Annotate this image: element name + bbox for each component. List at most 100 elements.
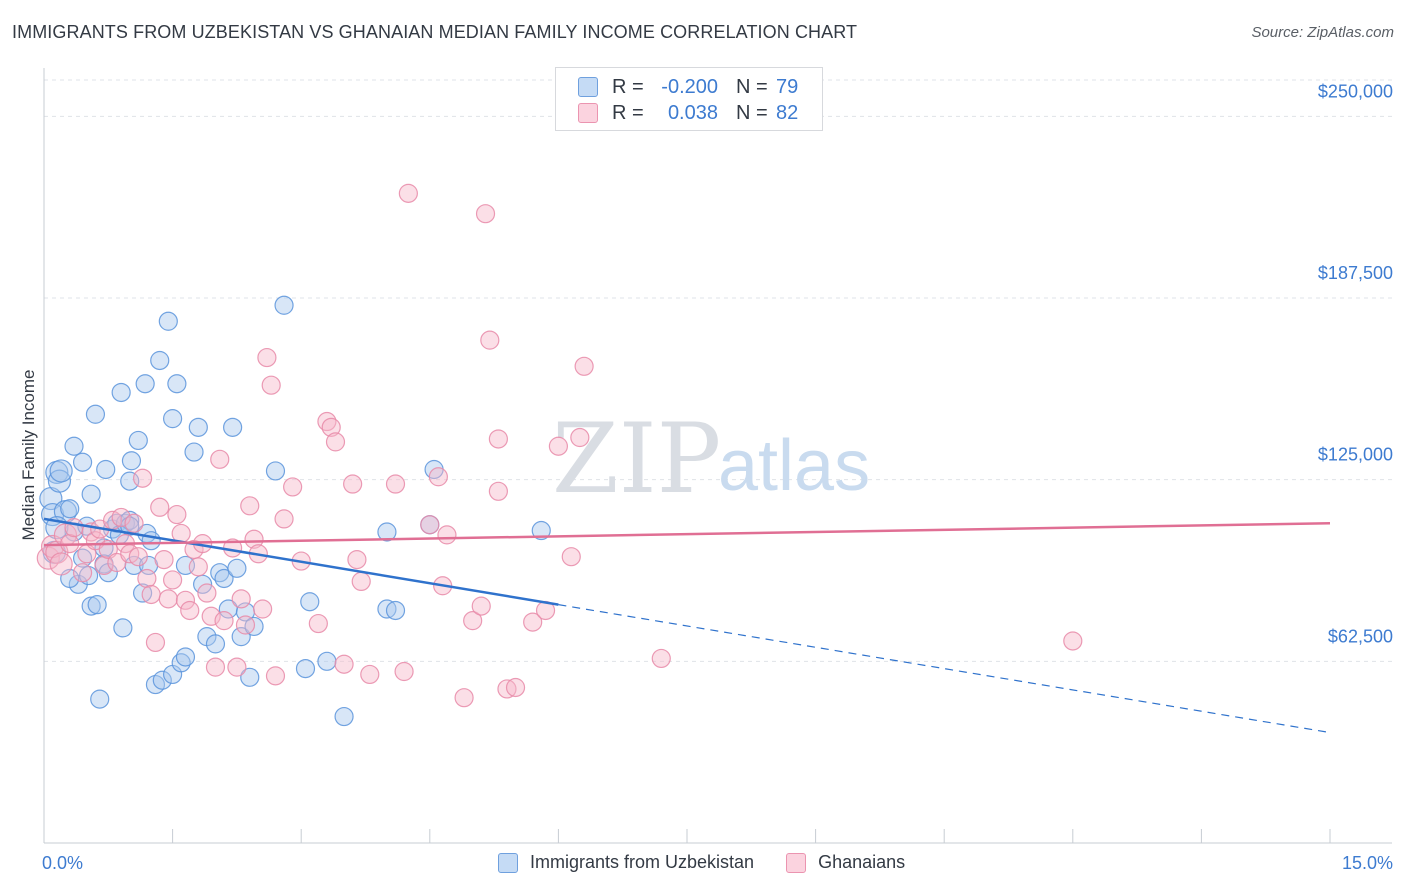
- point-ghanaians-66: [398, 183, 418, 203]
- trend-lines: [43, 517, 1331, 734]
- point-ghanaians-22: [137, 568, 157, 589]
- point-uzbekistan-48: [184, 442, 204, 462]
- point-uzbekistan-40: [152, 670, 172, 690]
- point-uzbekistan-7: [60, 499, 80, 519]
- point-ghanaians-80: [523, 612, 543, 632]
- point-ghanaians-28: [163, 570, 183, 590]
- point-uzbekistan-65: [300, 592, 320, 612]
- trend-line-uzbekistan-extrapolated: [558, 604, 1331, 734]
- chart-title: IMMIGRANTS FROM UZBEKISTAN VS GHANAIAN M…: [12, 22, 858, 42]
- point-ghanaians-64: [385, 474, 406, 494]
- point-ghanaians-84: [570, 427, 590, 448]
- point-uzbekistan-8: [64, 436, 84, 456]
- point-ghanaians-46: [244, 529, 264, 549]
- legend-r-value: 0.038: [667, 101, 718, 124]
- legend-row-uzbekistan: R = -0.200 N = 79: [578, 75, 798, 99]
- point-ghanaians-87: [1063, 631, 1083, 651]
- series-legend-ghanaians[interactable]: Ghanaians: [786, 852, 905, 873]
- point-uzbekistan-62: [265, 461, 286, 481]
- point-uzbekistan-39: [150, 350, 170, 371]
- y-tick-label-2: $187,500: [1318, 263, 1393, 283]
- x-tick-label-min: 0.0%: [42, 853, 83, 873]
- point-ghanaians-32: [180, 600, 200, 621]
- point-uzbekistan-68: [377, 522, 397, 542]
- y-tick-label-1: $125,000: [1318, 445, 1393, 465]
- point-ghanaians-53: [283, 477, 303, 497]
- point-uzbekistan-4: [47, 469, 72, 493]
- point-ghanaians-73: [471, 596, 491, 616]
- point-ghanaians-42: [227, 657, 247, 677]
- point-ghanaians-39: [210, 449, 230, 469]
- point-ghanaians-31: [175, 590, 196, 610]
- point-ghanaians-43: [231, 589, 251, 609]
- series-legend: Immigrants from Uzbekistan Ghanaians: [498, 852, 937, 873]
- series-swatch-ghanaians: [786, 852, 807, 873]
- point-uzbekistan-20: [96, 459, 116, 480]
- point-ghanaians-72: [463, 611, 483, 631]
- point-uzbekistan-52: [205, 634, 226, 654]
- point-ghanaians-19: [124, 513, 144, 533]
- point-ghanaians-60: [343, 474, 363, 494]
- point-ghanaians-63: [360, 664, 380, 685]
- point-ghanaians-55: [308, 613, 328, 634]
- point-uzbekistan-42: [163, 409, 183, 429]
- legend-swatch-uzbekistan: [578, 77, 598, 97]
- point-ghanaians-37: [201, 606, 221, 626]
- point-ghanaians-74: [475, 204, 496, 224]
- y-axis-label: Median Family Income: [19, 369, 38, 540]
- trend-line-ghanaians: [43, 522, 1331, 547]
- point-uzbekistan-37: [141, 531, 161, 551]
- point-ghanaians-65: [394, 661, 414, 682]
- point-uzbekistan-60: [240, 667, 260, 687]
- legend-r-label: R =: [612, 101, 644, 124]
- watermark: ZIP atlas: [552, 403, 870, 515]
- point-ghanaians-40: [214, 611, 234, 631]
- point-uzbekistan-66: [317, 651, 337, 671]
- data-points: [36, 183, 1083, 727]
- legend-swatch-ghanaians: [578, 103, 598, 123]
- legend-n-value: 82: [776, 101, 799, 124]
- x-tick-label-max: 15.0%: [1342, 853, 1393, 873]
- point-ghanaians-27: [158, 589, 178, 609]
- point-ghanaians-50: [261, 375, 281, 395]
- point-uzbekistan-64: [295, 658, 316, 679]
- trend-line-uzbekistan: [43, 517, 559, 606]
- point-uzbekistan-56: [223, 417, 243, 437]
- point-ghanaians-45: [240, 496, 260, 516]
- point-ghanaians-83: [561, 547, 581, 567]
- source-label: Source: ZipAtlas.com: [1251, 24, 1394, 41]
- point-ghanaians-44: [235, 615, 256, 635]
- point-ghanaians-51: [265, 666, 286, 686]
- point-ghanaians-71: [454, 688, 474, 708]
- gridlines: [44, 79, 1392, 662]
- series-legend-uzbekistan[interactable]: Immigrants from Uzbekistan: [498, 852, 754, 873]
- stats-legend: R = -0.200 N = 79 R = 0.038 N = 82: [555, 67, 823, 131]
- point-uzbekistan-14: [81, 596, 101, 616]
- point-uzbekistan-15: [85, 404, 106, 424]
- axes: [43, 68, 1392, 844]
- series-swatch-uzbekistan: [498, 852, 518, 873]
- point-uzbekistan-78: [81, 484, 101, 504]
- legend-r-value: -0.200: [661, 75, 718, 98]
- point-ghanaians-24: [145, 632, 166, 653]
- point-ghanaians-85: [574, 356, 594, 376]
- point-uzbekistan-49: [188, 417, 208, 437]
- point-ghanaians-7: [72, 563, 93, 583]
- point-ghanaians-57: [321, 417, 341, 437]
- point-uzbekistan-46: [175, 647, 196, 667]
- series-label-uzbekistan: Immigrants from Uzbekistan: [530, 852, 755, 872]
- point-ghanaians-77: [488, 429, 508, 449]
- y-tick-label-3: $250,000: [1318, 81, 1393, 101]
- point-uzbekistan-5: [49, 459, 73, 483]
- point-uzbekistan-41: [158, 311, 178, 331]
- series-label-ghanaians: Ghanaians: [818, 852, 906, 872]
- point-uzbekistan-17: [90, 689, 110, 709]
- point-ghanaians-58: [325, 432, 346, 452]
- point-ghanaians-21: [132, 468, 153, 488]
- point-ghanaians-26: [154, 549, 174, 570]
- point-uzbekistan-30: [121, 451, 142, 471]
- point-ghanaians-49: [257, 347, 277, 368]
- point-ghanaians-34: [188, 557, 208, 577]
- point-ghanaians-3: [49, 552, 73, 576]
